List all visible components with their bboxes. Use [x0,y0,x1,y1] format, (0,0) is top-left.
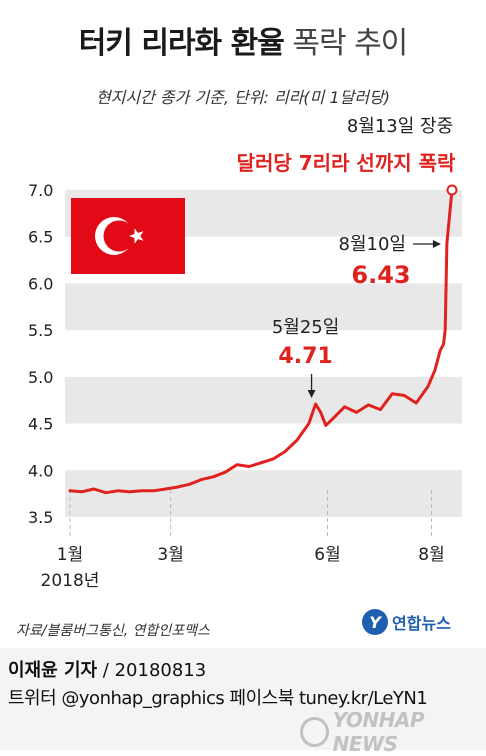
infographic-card: 터키 리라화 환율 폭락 추이 현지시간 종가 기준, 단위: 리라(미 1달러… [0,18,486,639]
data-point [403,394,406,397]
annotation-value-may25: 4.71 [278,344,332,369]
data-point [443,328,447,332]
byline: 이재윤 기자 / 20180813 [8,656,206,682]
y-tick-label: 4.0 [28,461,53,480]
data-point [283,450,287,453]
data-point [433,369,437,372]
x-axis: 1월 3월 6월 8월 2018년 [41,490,445,591]
data-point [92,487,96,491]
grid-band [65,470,462,517]
annotation-value-aug13: 달러당 7리라 선까지 폭락 [237,151,456,175]
data-point [355,411,358,414]
data-point [223,470,227,474]
source-note: 자료/블룸버그통신, 연합인포맥스 [16,623,210,639]
yonhap-logo-text: 연합뉴스 [392,614,451,633]
data-point [164,487,167,491]
reporter-name: 이재윤 기자 [8,660,98,681]
data-point [212,475,215,479]
data-point [331,417,334,421]
y-tick-label: 5.5 [28,321,53,340]
x-tick-label: 3월 [157,545,183,565]
y-tick-label: 6.0 [28,274,53,293]
data-point [307,422,310,425]
data-point [442,342,445,346]
y-tick-label: 3.5 [28,508,53,527]
data-point [426,385,430,388]
annotation-value-aug10: 6.43 [351,261,410,289]
annotation-date-may25: 5월25일 [272,317,339,338]
x-tick-label: 1월 [57,545,83,565]
data-point [104,491,108,494]
data-point [152,489,155,493]
data-point [259,461,263,465]
data-point [235,463,239,466]
data-point [445,242,449,245]
data-point [414,401,418,405]
grid-band [65,283,462,331]
series-lira-rate [68,184,458,495]
data-point [391,392,394,395]
data-point [271,457,275,461]
line-chart: 7.0 6.5 6.0 5.5 5.0 4.5 4.0 3.5 1월 3월 6월 8월 2018년 5… [28,116,462,591]
y-tick-label: 7.0 [28,181,53,200]
footer [0,648,486,750]
data-point [247,465,251,468]
watermark-text: YONHAP NEWS [332,708,425,756]
chart-title: 터키 리라화 환율 폭락 추이 [0,18,486,62]
title-bold: 터키 리라화 환율 [78,26,285,61]
turkish-flag [71,198,185,274]
data-point [314,402,317,406]
y-tick-label: 6.5 [28,228,53,247]
x-tick-label: 6월 [314,545,340,565]
flag-star-icon [128,228,144,244]
yonhap-watermark: YONHAP NEWS [300,708,486,756]
data-point [176,485,179,489]
annotation-date-aug13: 8월13일 장중 [347,116,453,137]
arrow-head-icon [307,389,316,398]
yonhap-logo-icon: Y [362,609,388,635]
data-point [379,408,382,411]
data-point [140,489,143,493]
year-label: 2018년 [41,571,100,591]
yonhap-logo: Y 연합뉴스 [362,609,451,635]
watermark-icon [300,717,329,747]
data-point [343,405,346,408]
data-point [367,403,370,407]
data-point [200,478,203,481]
arrow-head-icon [432,240,441,248]
data-point [438,349,442,352]
social-links: 트위터 @yonhap_graphics 페이스북 tuney.kr/LeYN1 [8,688,428,709]
annotation-date-aug10: 8월10일 [339,234,406,255]
data-point [68,489,72,493]
flag-crescent-inner [103,220,135,252]
data-point [80,490,84,493]
data-point [188,483,191,486]
data-point [295,439,299,442]
chart-subtitle: 현지시간 종가 기준, 단위: 리라(미 1달러당) [95,88,391,107]
y-tick-label: 5.0 [28,368,53,387]
grid-band [65,376,462,424]
y-tick-label: 4.5 [28,415,53,434]
data-point [324,424,328,427]
title-light: 폭락 추이 [292,26,408,61]
x-tick-label: 8월 [418,545,444,565]
data-point [128,490,131,493]
end-marker [446,184,458,196]
publish-date: / 20180813 [97,660,207,681]
data-point [319,411,322,414]
data-point [116,489,119,493]
y-axis: 7.0 6.5 6.0 5.5 5.0 4.5 4.0 3.5 [28,181,53,527]
